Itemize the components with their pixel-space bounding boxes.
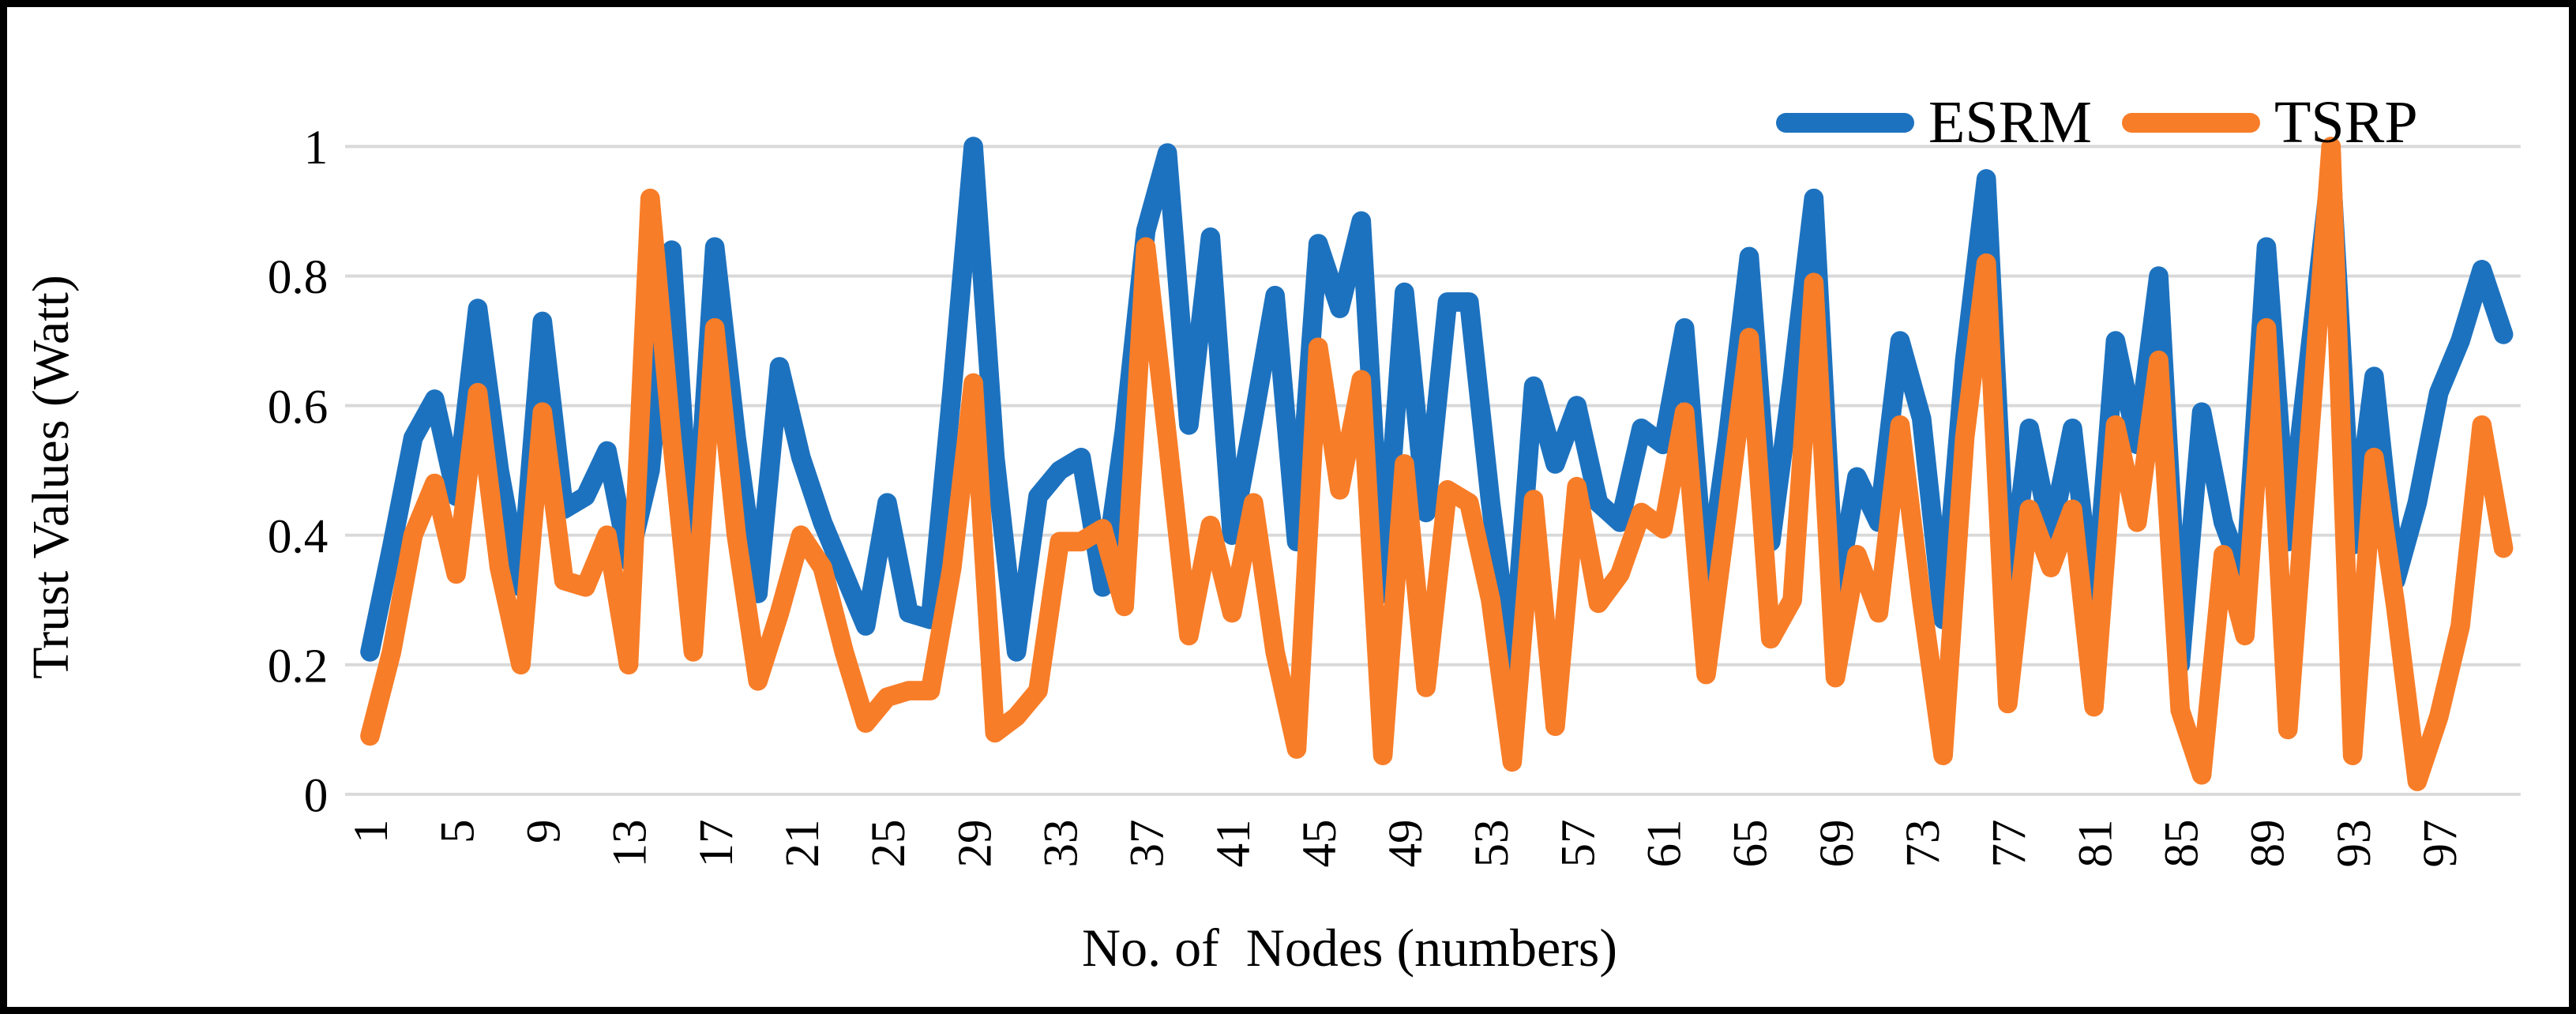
x-tick-label: 65 xyxy=(1725,819,1778,867)
chart-canvas: 10.80.60.40.201 5 9 13 17 21 25 29 33 37 41 45 49 53 5… xyxy=(268,122,2521,868)
x-tick-label: 17 xyxy=(690,819,743,867)
tsrp-line-swatch-icon xyxy=(2121,112,2260,133)
x-tick-label: 29 xyxy=(948,819,1001,867)
x-tick-label: 97 xyxy=(2414,819,2467,867)
y-tick-label: 0.6 xyxy=(268,381,328,434)
x-tick-label: 5 xyxy=(431,819,484,843)
x-tick-label: 49 xyxy=(1380,819,1433,867)
legend: ESRM TSRP xyxy=(1776,92,2418,152)
y-axis-title: Trust Values (Watt) xyxy=(22,275,80,679)
x-tick-label: 69 xyxy=(1811,819,1864,867)
legend-label-esrm: ESRM xyxy=(1928,89,2092,156)
legend-item-esrm: ESRM xyxy=(1776,92,2092,152)
x-tick-label: 85 xyxy=(2155,819,2208,867)
legend-label-tsrp: TSRP xyxy=(2274,89,2418,156)
y-tick-label: 0.2 xyxy=(268,640,328,693)
x-tick-label: 45 xyxy=(1294,819,1346,867)
x-tick-label: 9 xyxy=(518,819,571,843)
x-tick-label: 21 xyxy=(776,819,829,867)
y-tick-label: 0.4 xyxy=(268,510,328,563)
esrm-line-swatch-icon xyxy=(1776,112,1914,133)
x-tick-label: 13 xyxy=(604,819,657,867)
x-tick-label: 73 xyxy=(1897,819,1950,867)
x-tick-label: 25 xyxy=(862,819,915,867)
x-tick-label: 89 xyxy=(2242,819,2295,867)
x-tick-label: 81 xyxy=(2069,819,2122,867)
y-tick-label: 1 xyxy=(304,122,329,175)
x-tick-label: 37 xyxy=(1121,819,1174,867)
x-tick-label: 57 xyxy=(1552,819,1605,867)
x-tick-label: 33 xyxy=(1035,819,1087,867)
x-tick-label: 77 xyxy=(1983,819,2036,867)
x-tick-label: 53 xyxy=(1466,819,1519,867)
series-line-tsrp xyxy=(360,137,2514,791)
x-tick-label: 93 xyxy=(2328,819,2381,867)
legend-item-tsrp: TSRP xyxy=(2121,89,2418,156)
y-tick-label: 0 xyxy=(304,770,329,823)
y-tick-label: 0.8 xyxy=(268,251,328,304)
x-axis-title: No. of Nodes (numbers) xyxy=(1082,918,1617,978)
x-tick-label: 61 xyxy=(1639,819,1692,867)
x-tick-label: 41 xyxy=(1207,819,1260,867)
x-tick-label: 1 xyxy=(345,819,398,843)
